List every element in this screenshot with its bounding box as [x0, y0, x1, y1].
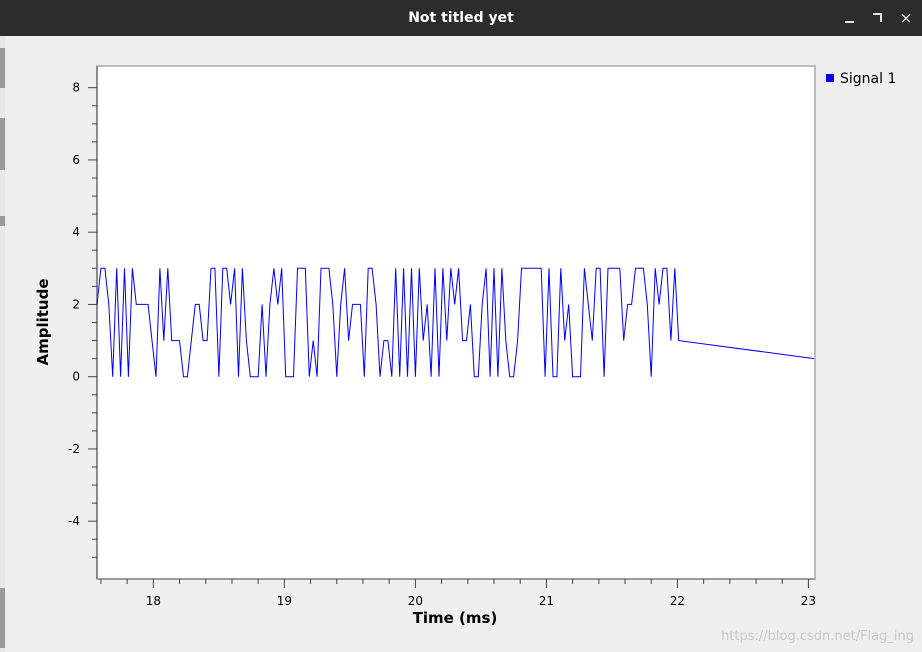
watermark-text: https://blog.csdn.net/Flag_ing [721, 629, 914, 644]
y-axis-label: Amplitude [34, 278, 52, 365]
window-titlebar: Not titled yet × [0, 0, 922, 36]
edge-mark [0, 118, 5, 170]
y-tick-label: 2 [72, 297, 80, 311]
edge-mark [0, 216, 5, 226]
legend-label-signal-1[interactable]: Signal 1 [840, 71, 896, 87]
x-tick-label: 18 [146, 594, 161, 608]
edge-mark [0, 588, 5, 648]
window-title: Not titled yet [408, 10, 514, 26]
x-tick-label: 22 [670, 594, 685, 608]
y-tick-label: 4 [72, 225, 80, 239]
y-ticks: -4 -2 0 2 4 6 8 [68, 81, 97, 558]
y-tick-label: 8 [72, 81, 80, 95]
x-tick-label: 20 [408, 594, 423, 608]
maximize-icon[interactable] [866, 6, 890, 30]
y-tick-label: -4 [68, 514, 80, 528]
y-tick-label: 0 [72, 370, 80, 384]
x-tick-label: 21 [539, 594, 554, 608]
close-icon[interactable]: × [899, 9, 913, 27]
edge-mark [0, 48, 5, 88]
series-line-signal-1 [96, 267, 815, 378]
legend-swatch-signal-1 [826, 74, 834, 82]
background-window-edge [0, 36, 5, 652]
x-tick-label: 19 [277, 594, 292, 608]
x-ticks: 18 19 20 21 22 23 [100, 579, 816, 608]
plot-canvas[interactable] [96, 65, 816, 580]
y-tick-label: -2 [68, 442, 80, 456]
x-axis-label: Time (ms) [413, 609, 498, 627]
minimize-icon[interactable] [838, 6, 862, 30]
x-tick-label: 23 [801, 594, 816, 608]
y-tick-label: 6 [72, 153, 80, 167]
